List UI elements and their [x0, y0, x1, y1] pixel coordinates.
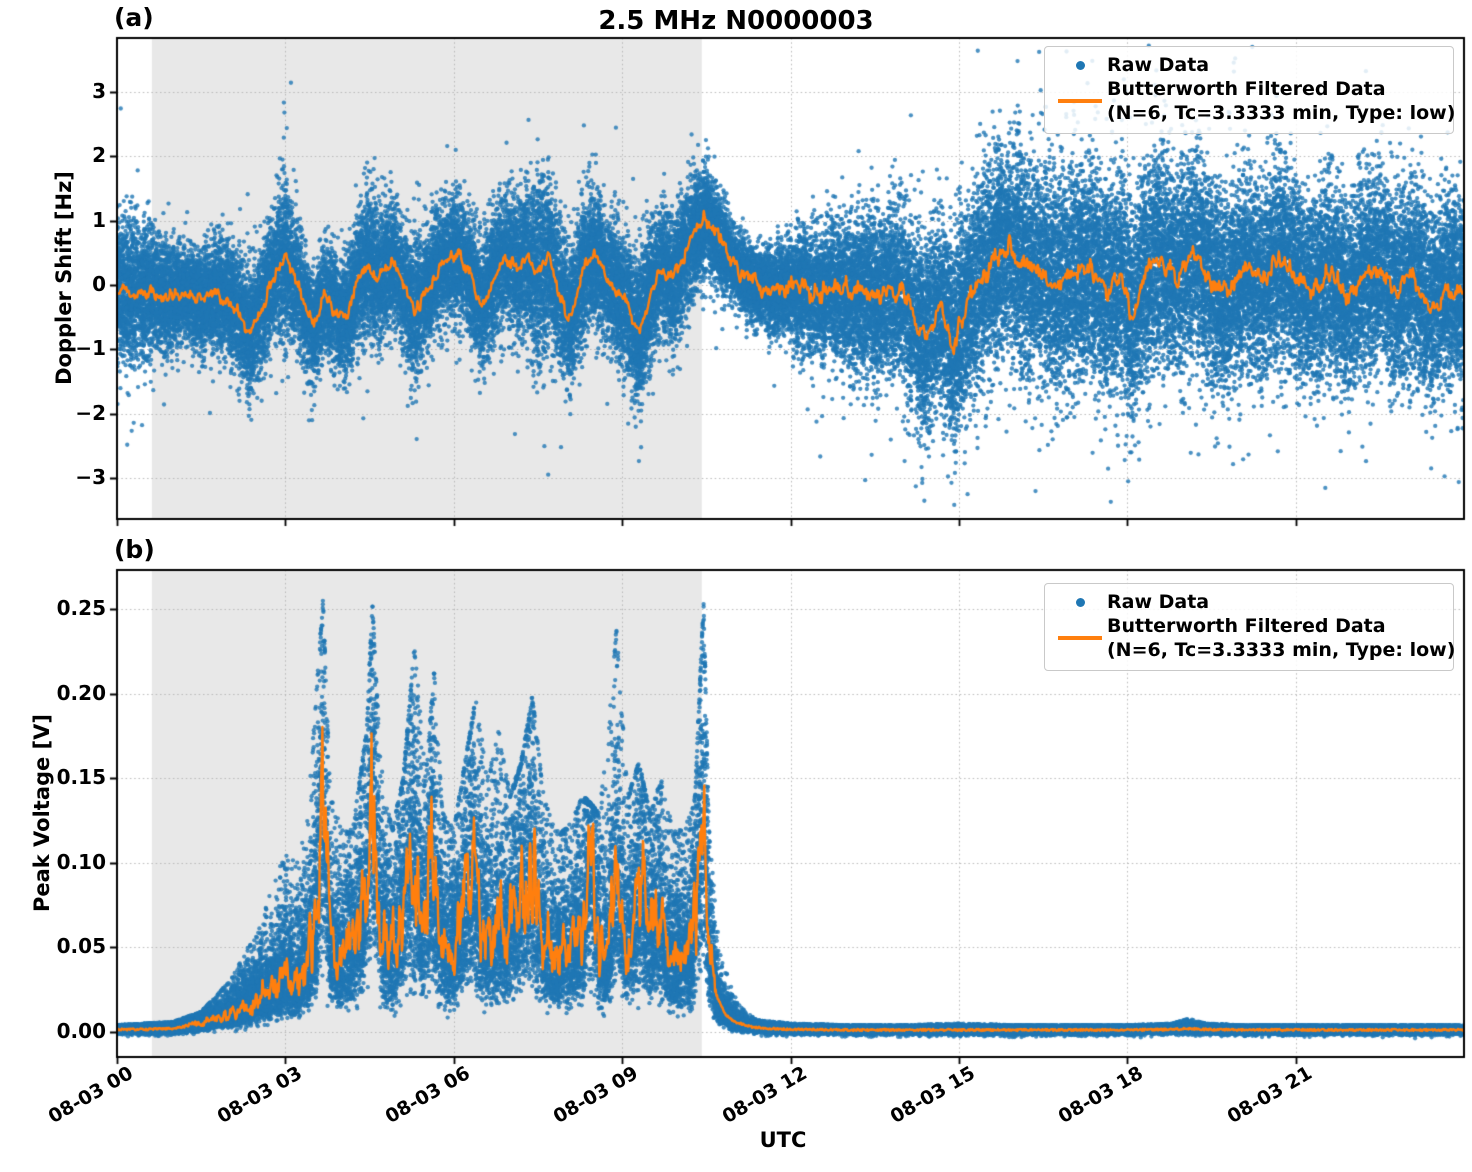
- panel-b-y-tick-label: 0.00: [56, 1018, 106, 1043]
- legend-filtered-row: Butterworth Filtered Data (N=6, Tc=3.333…: [1053, 614, 1455, 662]
- panel-a-y-tick-label: 0: [92, 271, 106, 296]
- legend-a: Raw Data Butterworth Filtered Data (N=6,…: [1044, 46, 1455, 134]
- panel-b-label: (b): [114, 535, 155, 564]
- raw-data-marker-icon: [1053, 60, 1107, 70]
- panel-a-label: (a): [114, 3, 154, 32]
- figure-title: 2.5 MHz N0000003: [598, 6, 874, 36]
- panel-b-y-tick-label: 0.25: [56, 595, 106, 620]
- panel-b-y-tick-label: 0.15: [56, 765, 106, 790]
- legend-filtered-label: Butterworth Filtered Data (N=6, Tc=3.333…: [1107, 615, 1456, 661]
- legend-b: Raw Data Butterworth Filtered Data (N=6,…: [1044, 583, 1455, 671]
- legend-raw-label: Raw Data: [1107, 591, 1210, 613]
- legend-filtered-label: Butterworth Filtered Data (N=6, Tc=3.333…: [1107, 78, 1456, 124]
- legend-filtered-row: Butterworth Filtered Data (N=6, Tc=3.333…: [1053, 77, 1455, 125]
- panel-b-y-axis-label: Peak Voltage [V]: [30, 713, 54, 913]
- legend-raw-row: Raw Data: [1053, 590, 1443, 614]
- filtered-line-icon: [1053, 99, 1107, 103]
- filtered-line-icon: [1053, 636, 1107, 640]
- panel-a-y-tick-label: 1: [92, 207, 106, 232]
- panel-b-y-tick-label: 0.10: [56, 849, 106, 874]
- legend-raw-label: Raw Data: [1107, 54, 1210, 76]
- panel-a-y-tick-label: −3: [75, 464, 106, 489]
- x-axis-label: UTC: [759, 1128, 807, 1152]
- panel-a-y-tick-label: 2: [92, 143, 106, 168]
- panel-b-y-tick-label: 0.20: [56, 680, 106, 705]
- raw-data-marker-icon: [1053, 597, 1107, 607]
- panel-a-y-tick-label: −2: [75, 400, 106, 425]
- panel-b-y-tick-label: 0.05: [56, 934, 106, 959]
- panel-a-y-tick-label: −1: [75, 336, 106, 361]
- panel-a-y-tick-label: 3: [92, 79, 106, 104]
- legend-raw-row: Raw Data: [1053, 53, 1443, 77]
